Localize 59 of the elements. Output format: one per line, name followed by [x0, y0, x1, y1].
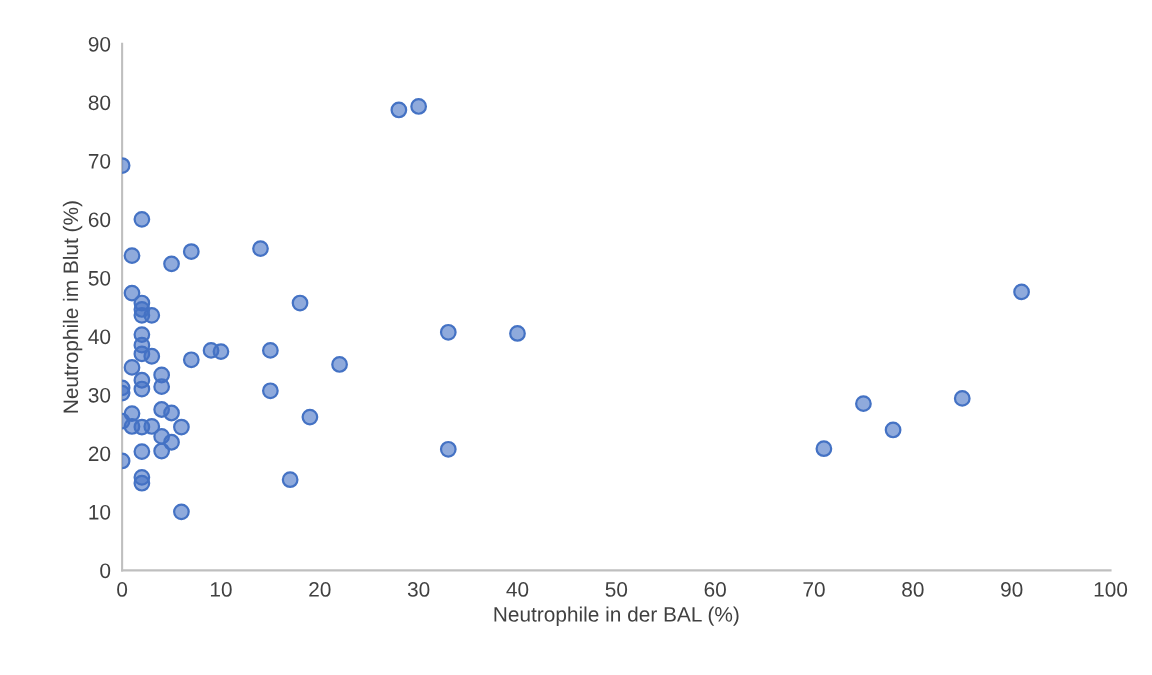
x-tick-label: 10	[210, 582, 232, 597]
y-tick-label: 90	[88, 36, 111, 52]
point	[410, 98, 428, 115]
x-tick-label: 0	[117, 582, 128, 597]
y-tick-label: 50	[88, 270, 111, 286]
point	[390, 101, 408, 119]
point	[133, 301, 151, 318]
y-tick-label: 20	[88, 446, 111, 462]
x-tick-label: 30	[407, 582, 430, 597]
point	[953, 389, 971, 407]
x-tick-label: 90	[1001, 582, 1023, 597]
point	[133, 210, 151, 228]
x-axis-title: Neutrophile in der BAL (%)	[494, 606, 739, 626]
y-tick-label: 70	[88, 153, 111, 169]
point	[281, 471, 299, 489]
point	[212, 343, 230, 360]
y-tick-label: 10	[89, 504, 111, 520]
y-tick-label: 0	[100, 563, 111, 579]
y-tick-label: 60	[88, 212, 111, 228]
point	[261, 342, 279, 359]
point	[182, 243, 200, 260]
point	[123, 247, 141, 265]
point	[123, 284, 141, 302]
point	[1013, 283, 1030, 301]
point	[163, 255, 180, 273]
point	[509, 325, 526, 342]
x-tick-label: 70	[803, 582, 825, 597]
point	[855, 395, 872, 413]
y-tick-label: 30	[88, 387, 111, 403]
point	[133, 443, 151, 461]
point	[291, 294, 309, 312]
x-tick-label: 20	[309, 582, 331, 597]
point	[301, 408, 319, 426]
x-tick-label: 100	[1094, 582, 1128, 597]
x-tick-label: 50	[605, 582, 628, 597]
point	[815, 440, 833, 458]
point	[153, 442, 171, 460]
point	[163, 404, 180, 422]
x-tick-label: 80	[902, 582, 924, 597]
point	[261, 382, 279, 400]
point	[252, 240, 269, 258]
point	[182, 351, 200, 369]
point	[884, 421, 902, 439]
y-axis-title: Neutrophile im Blut (%)	[62, 201, 83, 413]
point	[133, 380, 151, 398]
y-tick-label: 80	[88, 95, 111, 111]
point	[173, 418, 190, 436]
point	[173, 503, 190, 521]
x-tick-label: 60	[704, 582, 726, 597]
point	[331, 356, 348, 373]
point	[153, 378, 171, 396]
y-tick-label: 40	[88, 329, 111, 345]
point	[143, 418, 161, 435]
x-tick-label: 40	[506, 582, 529, 597]
point	[133, 474, 151, 492]
point	[439, 323, 457, 341]
point	[439, 440, 457, 458]
point	[143, 347, 161, 365]
point	[123, 358, 141, 376]
